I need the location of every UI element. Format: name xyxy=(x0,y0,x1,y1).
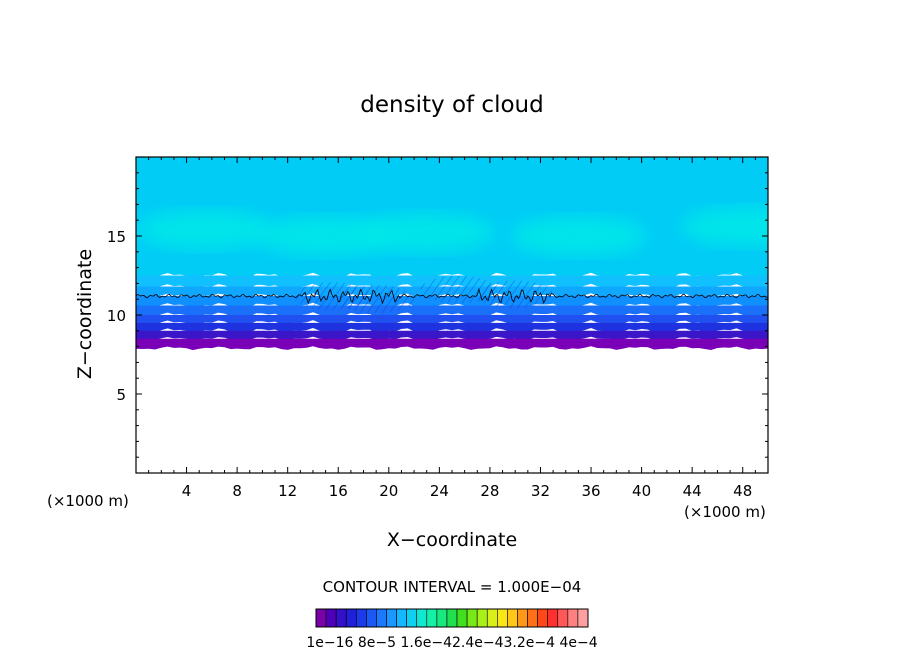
y-tick-label: 15 xyxy=(107,228,126,246)
x-tick-label: 8 xyxy=(232,482,242,500)
colorbar-swatch xyxy=(456,608,468,628)
x-unit-left: (×1000 m) xyxy=(47,492,129,510)
colorbar-swatch xyxy=(486,608,498,628)
contour-lines xyxy=(136,287,768,305)
y-axis-label: Z−coordinate xyxy=(74,249,96,379)
colorbar-frame xyxy=(315,608,589,628)
colorbar-swatch xyxy=(416,608,428,628)
cloud-field xyxy=(136,157,768,351)
x-unit-right: (×1000 m) xyxy=(684,503,766,521)
colorbar-swatch xyxy=(345,608,357,628)
colorbar-swatch xyxy=(386,608,397,628)
colorbar-swatch xyxy=(436,608,448,628)
max-patch xyxy=(510,216,647,256)
chart-title: density of cloud xyxy=(360,92,543,118)
colorbar-swatch xyxy=(466,608,478,628)
y-tick-label: 10 xyxy=(107,307,126,325)
colorbar-swatch xyxy=(527,608,538,628)
y-tick-label: 5 xyxy=(116,386,126,404)
colorbar-swatch xyxy=(567,608,579,628)
cloud-layer xyxy=(136,305,768,318)
colorbar-swatch xyxy=(426,608,438,628)
max-patch xyxy=(257,216,394,256)
x-tick-label: 24 xyxy=(430,482,449,500)
wave-texture xyxy=(338,285,415,314)
x-tick-label: 40 xyxy=(632,482,651,500)
max-patch xyxy=(137,209,274,250)
colorbar-swatch xyxy=(557,608,569,628)
colorbar-swatch xyxy=(376,608,387,628)
colorbar-swatch xyxy=(547,608,559,628)
colorbar-swatch xyxy=(537,608,549,628)
contour-line xyxy=(136,287,768,305)
x-tick-label: 28 xyxy=(480,482,499,500)
colorbar-swatch xyxy=(507,608,518,628)
colorbar-swatch xyxy=(406,608,418,628)
colorbar-swatch xyxy=(446,608,458,628)
wave-texture xyxy=(477,280,554,309)
colorbar-swatch xyxy=(577,608,589,628)
colorbar-swatch xyxy=(497,608,508,628)
x-axis-label: X−coordinate xyxy=(387,529,517,551)
max-patch xyxy=(681,206,768,247)
x-tick-label: 48 xyxy=(733,482,752,500)
x-tick-label: 4 xyxy=(182,482,192,500)
colorbar xyxy=(315,608,589,628)
x-tick-label: 20 xyxy=(379,482,398,500)
colorbar-swatch xyxy=(315,608,327,628)
colorbar-swatch xyxy=(396,608,407,628)
cloud-layer xyxy=(136,330,768,341)
x-tick-label: 12 xyxy=(278,482,297,500)
colorbar-labels: 1e−16 8e−5 1.6e−42.4e−43.2e−4 4e−4 xyxy=(306,635,597,651)
cloud-layer xyxy=(136,338,768,351)
colorbar-swatch xyxy=(476,608,488,628)
colorbar-swatch xyxy=(325,608,337,628)
x-tick-label: 16 xyxy=(329,482,348,500)
colorbar-swatch xyxy=(366,608,377,628)
colorbar-swatch xyxy=(355,608,367,628)
x-tick-label: 36 xyxy=(581,482,600,500)
colorbar-swatch xyxy=(335,608,347,628)
contour-interval-label: CONTOUR INTERVAL = 1.000E−04 xyxy=(323,578,582,596)
x-tick-label: 32 xyxy=(531,482,550,500)
max-patch xyxy=(358,212,495,253)
colorbar-swatch xyxy=(517,608,528,628)
x-tick-label: 44 xyxy=(683,482,702,500)
wave-texture xyxy=(420,275,497,304)
